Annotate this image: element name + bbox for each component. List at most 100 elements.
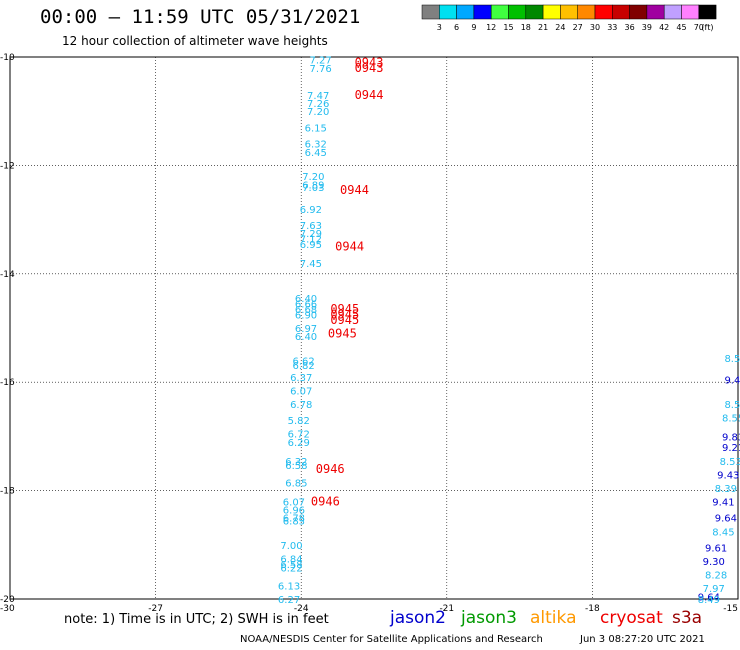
legend-label: 45 [676,23,686,32]
wave-height-value: 6.96 [283,506,305,517]
legend-label: 36 [625,23,635,32]
wave-height-value: 7.03 [302,183,324,194]
wave-height-values: 7.277.767.477.267.206.156.326.457.206.89… [278,56,740,606]
map-ticks: -30 -27 -24 -21 -18 -15 -10 -12 -14 -16 -18 -20 [0,53,738,614]
legend-swatch [663,4,682,20]
wave-height-value: 6.82 [292,361,314,372]
map-frame [9,56,739,600]
wave-height-value: 8.50 [724,354,740,365]
x-tick-label: -15 [723,604,738,614]
wave-height-value: 6.40 [295,294,317,305]
pass-time-label: 0945 [330,302,359,316]
color-legend: 3 6 9 12 15 18 21 24 27 30 33 36 39 42 45 70(ft) [421,4,717,32]
legend-swatch [473,4,492,20]
wave-height-value: 6.62 [292,357,314,368]
wave-height-value: 8.45 [712,527,734,538]
wave-height-value: 8.28 [705,571,727,582]
wave-height-value: 6.37 [290,373,312,384]
wave-height-value: 6.58 [280,560,302,571]
pass-time-label: 0945 [330,313,359,327]
generated-timestamp: Jun 3 08:27:20 UTC 2021 [580,634,705,645]
wave-height-value: 7.12 [300,235,322,246]
satellite-s3a: s3a [672,608,703,628]
wave-height-value: 7.29 [300,229,322,240]
pass-time-label: 0946 [316,462,345,476]
wave-height-value: 7.45 [300,259,322,270]
pass-time-label: 0945 [330,307,359,321]
wave-height-value: 6.07 [283,497,305,508]
wave-height-value: 7.27 [309,56,331,67]
pass-time-label: 0944 [355,88,384,102]
wave-height-value: 6.95 [300,240,322,251]
wave-height-value: 7.00 [280,541,302,552]
legend-label: 12 [486,23,496,32]
satellite-cryosat: cryosat [600,608,663,628]
legend-swatch [439,4,457,20]
wave-height-value: 6.07 [290,386,312,397]
legend-swatch [542,4,561,20]
x-tick-label: -24 [294,604,309,614]
satellite-jason3: jason3 [461,608,517,628]
footer-note: note: 1) Time is in UTC; 2) SWH is in fe… [64,612,329,627]
wave-height-value: 6.97 [295,324,317,335]
wave-height-value: 9.21 [722,443,740,454]
wave-height-value: 8.53 [720,457,740,468]
wave-height-value: 6.32 [305,140,327,151]
pass-time-label: 0944 [340,183,369,197]
legend-label: 3 [437,23,442,32]
legend-label: 30 [590,23,600,32]
legend-swatch [646,4,665,20]
wave-height-value: 6.83 [283,516,305,527]
satellite-altika: altika [530,608,577,628]
wave-height-value: 7.63 [300,221,322,232]
wave-height-value: 9.41 [712,497,734,508]
legend-label: 24 [555,23,565,32]
wave-height-value: 6.58 [285,461,307,472]
wave-height-value: 6.66 [295,300,317,311]
wave-height-value: 7.26 [307,99,329,110]
legend-label: 27 [573,23,583,32]
wave-height-value: 7.47 [307,91,329,102]
legend-swatch [421,4,440,20]
page-title: 00:00 – 11:59 UTC 05/31/2021 [40,6,361,28]
wave-height-value: 6.15 [305,123,327,134]
legend-label: 42 [659,23,669,32]
legend-label: 15 [503,23,513,32]
legend-label: 9 [471,23,476,32]
wave-height-value: 7.20 [307,107,329,118]
wave-height-value: 9.30 [703,557,725,568]
y-tick-label: -14 [0,270,15,280]
pass-time-label: 0946 [311,494,340,508]
wave-height-value: 6.29 [288,438,310,449]
y-tick-label: -12 [0,161,15,171]
wave-height-value: 6.90 [295,310,317,321]
legend-swatch [612,4,630,20]
x-tick-label: -21 [439,604,454,614]
legend-swatch [594,4,613,20]
y-tick-label: -18 [0,487,15,497]
wave-height-value: 9.64 [715,514,737,525]
x-tick-label: -18 [585,604,600,614]
wave-height-value: 8.39 [715,484,737,495]
page-subtitle: 12 hour collection of altimeter wave hei… [62,34,328,48]
legend-swatch [577,4,596,20]
wave-height-value: 6.89 [302,180,324,191]
wave-height-value: 6.32 [285,457,307,468]
wave-height-value: 6.72 [288,430,310,441]
wave-height-value: 6.78 [290,400,312,411]
wave-height-value: 9.41 [724,375,740,386]
wave-height-value: 7.20 [302,172,324,183]
legend-label: 39 [642,23,652,32]
wave-height-value: 6.84 [280,554,302,565]
wave-height-value: 9.43 [717,470,739,481]
legend-label: 21 [538,23,548,32]
wave-height-value: 6.92 [300,205,322,216]
wave-height-value: 9.64 [698,592,720,603]
legend-label: (ft) [701,23,713,32]
y-tick-label: -20 [0,595,15,605]
legend-label: 18 [521,23,531,32]
pass-time-label: 0944 [335,240,364,254]
wave-height-value: 7.76 [309,64,331,75]
legend-swatch [456,4,475,20]
pass-time-label: 0945 [328,326,357,340]
